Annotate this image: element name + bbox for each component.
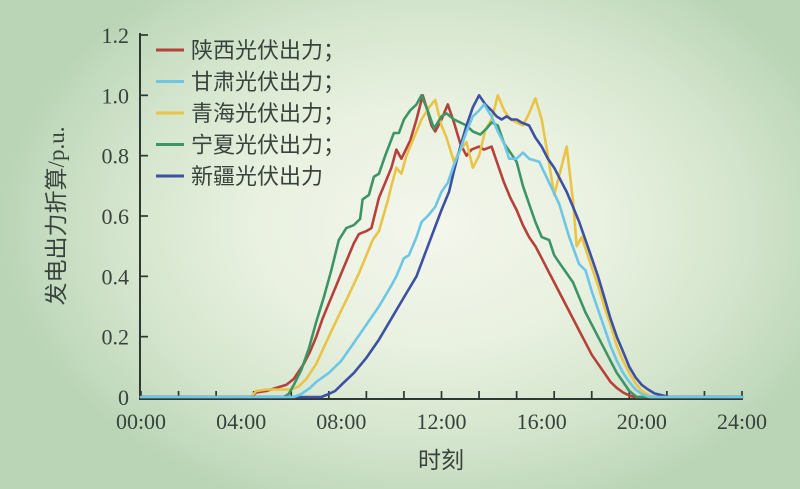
x-tick-label: 08:00	[316, 409, 366, 434]
x-tick-label: 12:00	[416, 409, 466, 434]
series-lines	[139, 94, 744, 399]
y-axis-title: 发电出力折算/p.u.	[44, 127, 69, 306]
x-tick-label: 20:00	[617, 409, 667, 434]
legend-label-新疆: 新疆光伏出力	[191, 164, 323, 189]
series-line-青海	[139, 94, 744, 399]
x-tick-label: 16:00	[517, 409, 567, 434]
y-tick-label: 0	[118, 385, 129, 410]
y-tick-label: 0.2	[102, 325, 130, 350]
legend-label-青海: 青海光伏出力；	[191, 101, 345, 126]
x-tick-label: 24:00	[717, 409, 767, 434]
legend-label-陕西: 陕西光伏出力；	[191, 38, 345, 63]
x-tick-label: 00:00	[116, 409, 166, 434]
legend-label-宁夏: 宁夏光伏出力；	[191, 133, 345, 158]
y-tick-label: 1.2	[102, 23, 130, 48]
y-tick-label: 0.4	[102, 264, 130, 289]
y-tick-label: 1.0	[102, 83, 130, 108]
x-axis-title: 时刻	[418, 448, 464, 473]
series-line-新疆	[139, 94, 744, 399]
legend: 陕西光伏出力； 甘肃光伏出力； 青海光伏出力； 宁夏光伏出力； 新疆光伏出力	[156, 38, 345, 189]
legend-label-甘肃: 甘肃光伏出力；	[191, 70, 345, 95]
axis-tick-labels: 00:00 04:00 08:00 12:00 16:00 20:00 24:00 0 0.2 0…	[102, 23, 768, 434]
x-tick-label: 04:00	[216, 409, 266, 434]
series-line-宁夏	[139, 94, 744, 399]
y-tick-label: 0.8	[102, 144, 130, 169]
y-tick-label: 0.6	[102, 204, 130, 229]
series-line-陕西	[139, 94, 744, 399]
series-line-甘肃	[139, 103, 744, 399]
